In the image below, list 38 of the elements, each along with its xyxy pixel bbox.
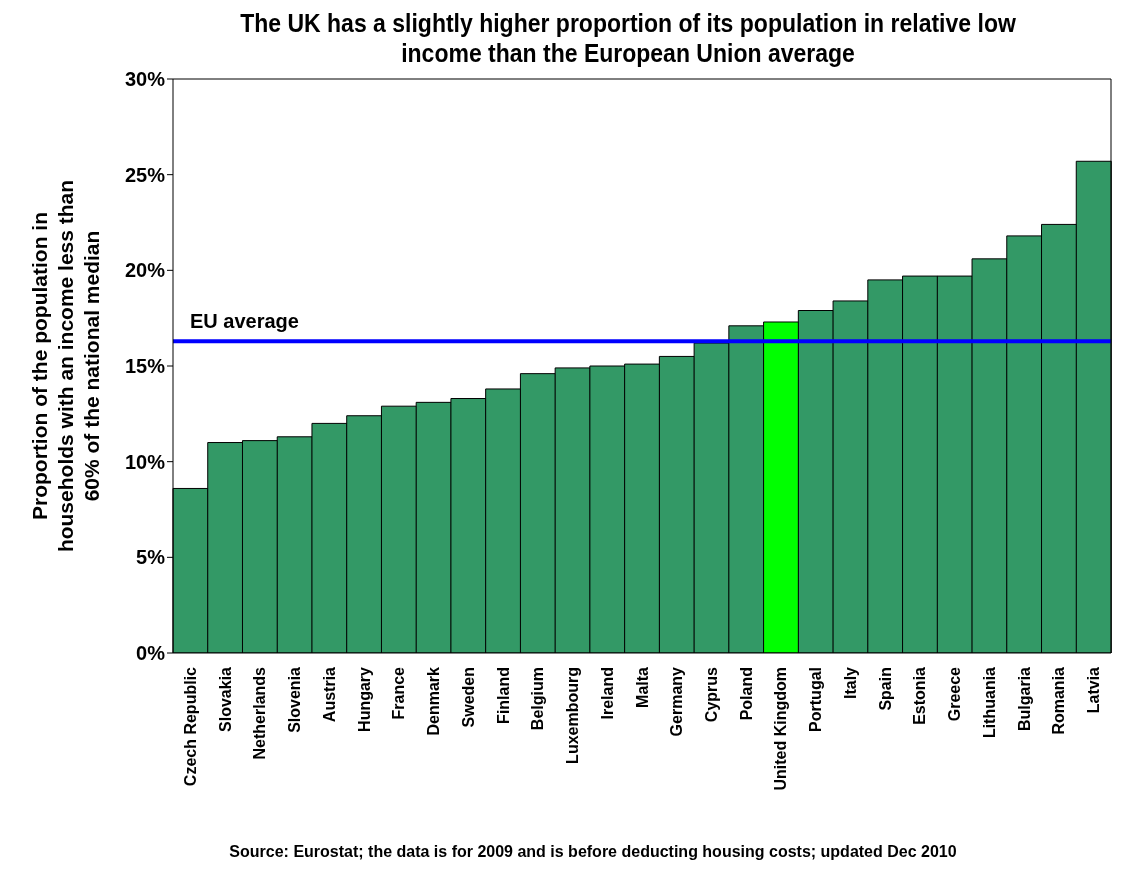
x-tick-label: Slovenia bbox=[286, 666, 304, 733]
y-tick-label: 25% bbox=[124, 163, 166, 186]
ref-line-label: EU average bbox=[190, 310, 299, 333]
x-tick-label: Lithuania bbox=[980, 666, 998, 739]
y-tick-label: 15% bbox=[124, 355, 166, 378]
x-tick-label: Denmark bbox=[425, 666, 443, 736]
x-tick-label: Italy bbox=[841, 666, 859, 700]
x-tick-label: Czech Republic bbox=[181, 666, 199, 787]
chart-title: The UK has a slightly higher proportion of its population in relative low income than the European Union average bbox=[239, 8, 1017, 68]
x-tick-label: Germany bbox=[668, 666, 686, 737]
y-axis-title: Proportion of the population in households with an income less than 60% of the national median bbox=[28, 179, 103, 553]
y-tick-label: 20% bbox=[124, 259, 166, 282]
x-tick-label: Malta bbox=[633, 666, 651, 708]
y-tick-label: 5% bbox=[136, 546, 166, 569]
x-tick-label: Hungary bbox=[355, 666, 373, 732]
x-tick-label: Sweden bbox=[459, 667, 477, 728]
x-tick-label: Portugal bbox=[807, 667, 825, 732]
x-tick-label: Ireland bbox=[598, 667, 616, 720]
x-tick-label: Cyprus bbox=[702, 666, 720, 723]
x-tick-label: Spain bbox=[876, 667, 894, 711]
x-tick-label: Greece bbox=[946, 666, 964, 722]
y-tick-label: 30% bbox=[124, 68, 166, 91]
x-tick-label: Bulgaria bbox=[1015, 666, 1033, 732]
source-note: Source: Eurostat; the data is for 2009 and is before deducting housing costs; updated Dec 2010 bbox=[228, 843, 958, 861]
x-tick-label: Estonia bbox=[911, 666, 929, 725]
x-tick-label: Latvia bbox=[1085, 666, 1103, 714]
x-tick-label: Austria bbox=[320, 666, 338, 723]
x-tick-label: Romania bbox=[1050, 666, 1068, 735]
x-tick-label: United Kingdom bbox=[772, 667, 790, 791]
x-tick-label: France bbox=[390, 666, 408, 720]
x-tick-label: Luxembourg bbox=[564, 667, 582, 764]
y-tick-label: 0% bbox=[136, 642, 166, 665]
x-tick-label: Netherlands bbox=[251, 666, 269, 760]
x-tick-label: Slovakia bbox=[216, 666, 234, 732]
x-tick-label: Belgium bbox=[529, 667, 547, 731]
x-tick-label: Finland bbox=[494, 667, 512, 724]
x-tick-label: Poland bbox=[737, 667, 755, 721]
y-tick-label: 10% bbox=[124, 450, 166, 473]
